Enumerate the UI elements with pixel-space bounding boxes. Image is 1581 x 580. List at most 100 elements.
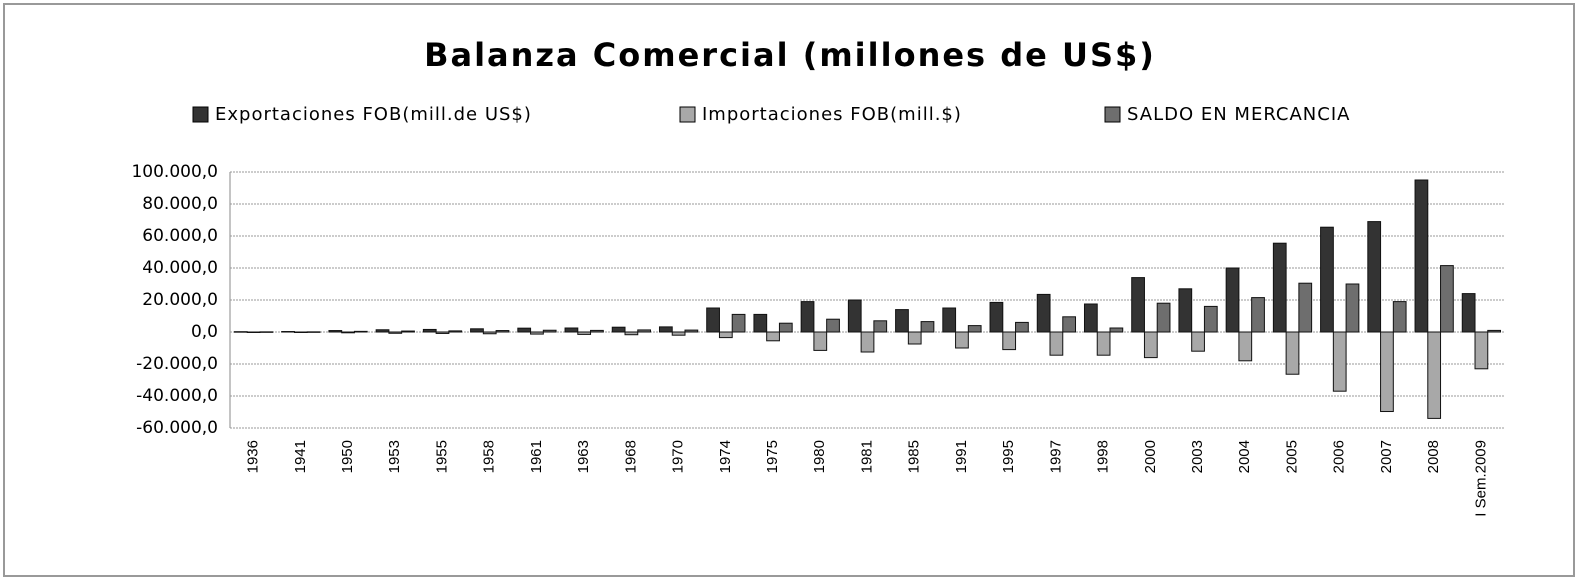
x-tick-label: I Sem.2009: [1472, 440, 1489, 517]
bar: [328, 330, 343, 333]
bar: [1440, 265, 1454, 333]
x-tick-label: 2004: [1236, 440, 1253, 473]
bar: [1062, 316, 1077, 333]
x-tick-label: 1991: [953, 440, 970, 473]
bar: [246, 331, 261, 333]
bar: [517, 327, 532, 333]
bar: [1285, 331, 1300, 375]
legend-label: Exportaciones FOB(mill.de US$): [215, 104, 532, 125]
bar: [590, 329, 604, 333]
x-tick-label: 2008: [1425, 440, 1442, 473]
bar: [435, 331, 450, 334]
bar: [401, 330, 415, 333]
bar: [1203, 305, 1218, 333]
x-tick-label: 1963: [575, 440, 592, 473]
bar: [233, 331, 248, 333]
bar: [942, 307, 957, 333]
bar: [353, 330, 368, 333]
bar: [1036, 293, 1051, 333]
bar: [388, 331, 403, 334]
bar: [860, 331, 875, 353]
bar: [706, 307, 720, 333]
x-tick-label: 2006: [1331, 440, 1348, 473]
legend-swatch: [192, 106, 209, 123]
y-tick-label: 100.000,0: [131, 162, 218, 182]
bar: [1345, 283, 1360, 333]
bar: [1487, 329, 1502, 333]
bar: [1049, 331, 1064, 356]
bar: [577, 331, 592, 335]
bar: [1131, 277, 1145, 333]
bar: [1251, 297, 1265, 333]
bar: [766, 331, 780, 342]
bar: [800, 301, 815, 333]
bar: [306, 331, 321, 333]
bar: [1143, 331, 1158, 359]
bar: [624, 331, 639, 336]
y-tick-label: 60.000,0: [142, 226, 218, 246]
bar: [1272, 242, 1287, 333]
bar: [826, 318, 840, 333]
bar: [422, 328, 437, 333]
y-tick-label: 0,0: [191, 322, 218, 342]
bar: [281, 331, 295, 333]
y-tick-label: 80.000,0: [142, 194, 218, 214]
bar: [1109, 327, 1124, 333]
bar: [1461, 293, 1476, 333]
x-tick-label: 1997: [1047, 440, 1064, 473]
y-tick-label: -20.000,0: [136, 354, 218, 374]
chart-frame: [3, 3, 1575, 577]
bar: [778, 322, 793, 333]
x-tick-label: 2000: [1142, 440, 1159, 473]
x-tick-label: 1936: [245, 440, 262, 473]
x-tick-label: 1998: [1095, 440, 1112, 473]
x-tick-label: 1985: [906, 440, 923, 473]
bar: [482, 331, 497, 335]
x-tick-label: 1953: [386, 440, 403, 473]
x-tick-label: 1974: [717, 440, 734, 473]
bar: [1178, 288, 1193, 333]
x-tick-label: 1995: [1000, 440, 1017, 473]
x-tick-label: 1941: [292, 440, 309, 473]
bar: [671, 331, 686, 336]
y-tick-label: 20.000,0: [142, 290, 218, 310]
bar: [1474, 331, 1489, 370]
x-tick-label: 1980: [811, 440, 828, 473]
bar: [542, 329, 557, 333]
y-tick-label: -60.000,0: [136, 418, 218, 438]
x-tick-label: 2007: [1378, 440, 1395, 473]
bar: [847, 299, 862, 333]
bar: [1096, 331, 1111, 356]
x-tick-label: 1981: [858, 440, 875, 473]
legend-label: Importaciones FOB(mill.$): [702, 104, 962, 125]
bar: [718, 331, 733, 339]
bar: [470, 328, 484, 333]
bar: [1320, 226, 1334, 333]
bar: [955, 331, 969, 349]
bar: [1238, 331, 1253, 362]
y-tick-label: 40.000,0: [142, 258, 218, 278]
bar: [731, 313, 746, 333]
bar: [1083, 303, 1098, 333]
x-tick-label: 1968: [622, 440, 639, 473]
bar: [1414, 179, 1429, 333]
bar: [813, 331, 828, 351]
x-tick-label: 1970: [670, 440, 687, 473]
bar: [1015, 321, 1029, 333]
bar: [989, 301, 1004, 333]
bar: [1298, 282, 1313, 333]
bar: [658, 326, 673, 333]
x-tick-label: 1975: [764, 440, 781, 473]
x-tick-label: 1961: [528, 440, 545, 473]
bar: [1392, 301, 1407, 333]
bar: [564, 327, 579, 333]
bar: [1225, 267, 1240, 333]
bar: [293, 331, 308, 333]
bar: [611, 326, 626, 333]
bar: [259, 331, 274, 333]
bar: [753, 313, 768, 333]
bar: [1191, 331, 1205, 352]
legend-swatch: [1104, 106, 1121, 123]
bar: [1002, 331, 1017, 351]
